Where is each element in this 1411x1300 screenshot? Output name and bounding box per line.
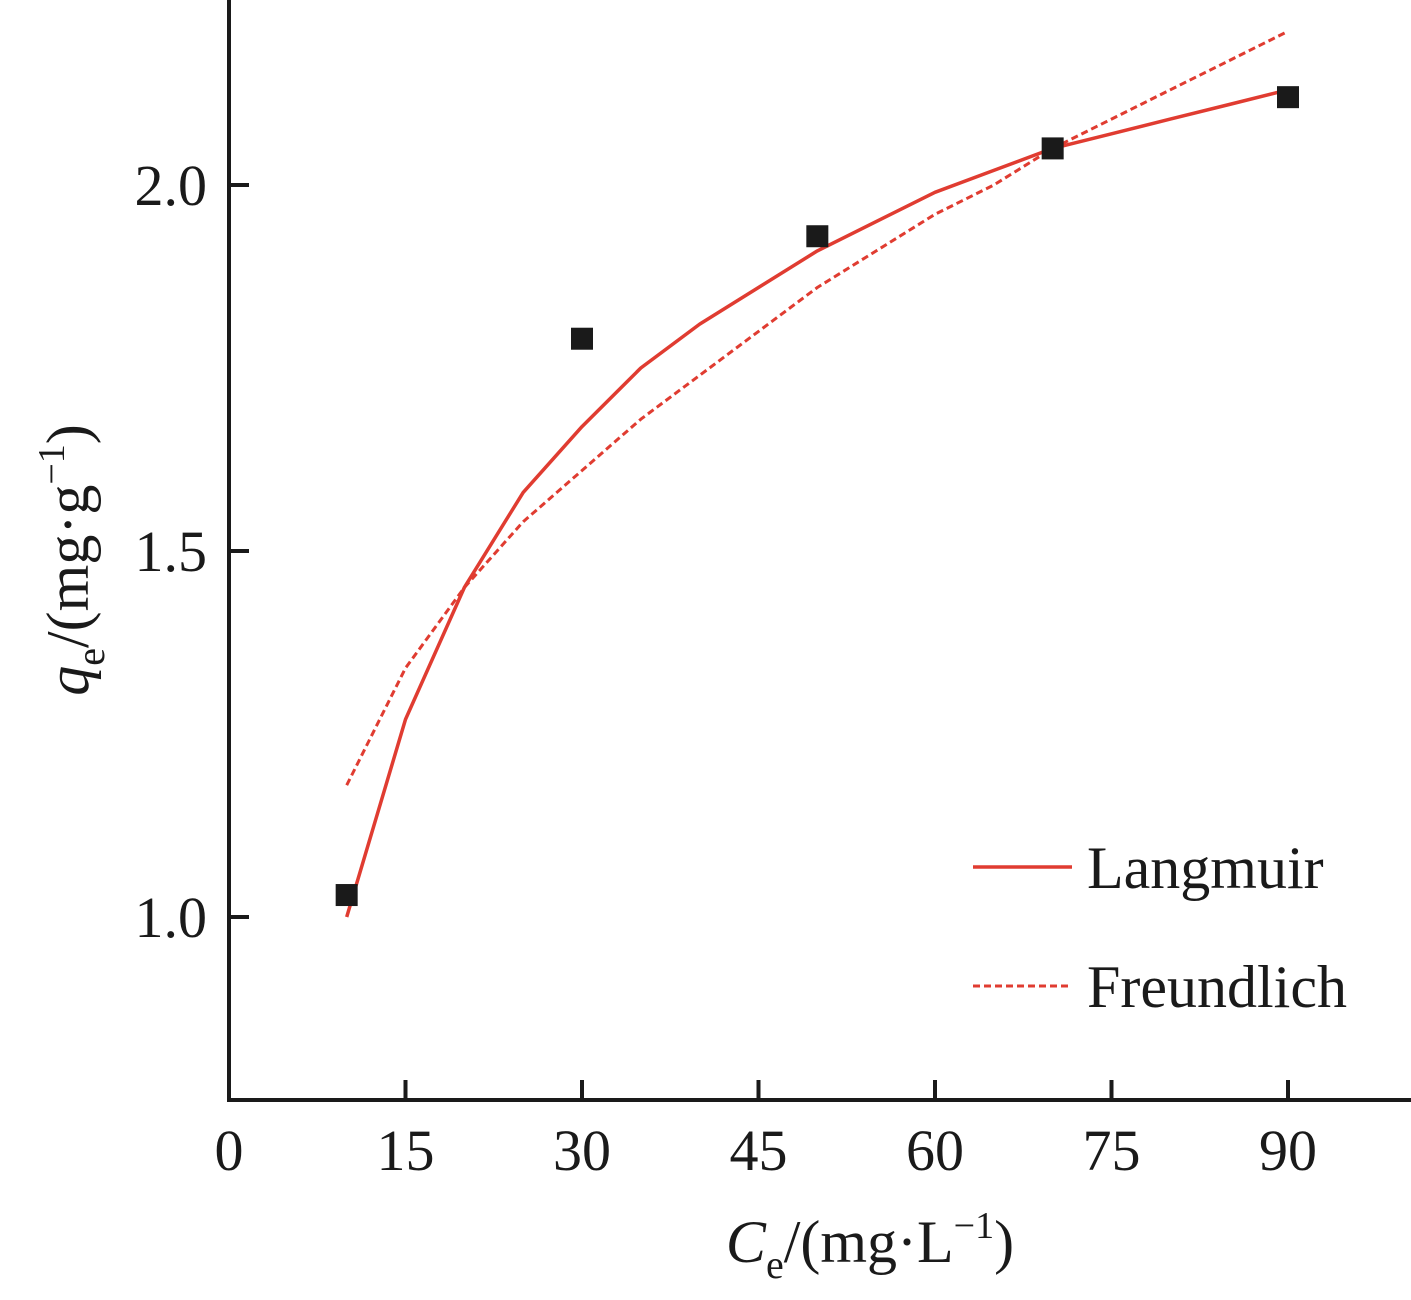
x-tick-label: 0 — [215, 1118, 244, 1183]
x-axis-label: Ce/(mg·L−1) — [726, 1205, 1014, 1287]
y-tick-label: 2.0 — [135, 153, 208, 218]
x-tick-label: 90 — [1259, 1118, 1317, 1183]
series-line-langmuir — [345, 88, 1289, 918]
x-tick-label: 60 — [906, 1118, 964, 1183]
data-point — [1277, 86, 1299, 109]
legend-label-langmuir: Langmuir — [1087, 835, 1324, 901]
axes — [227, 0, 1411, 1102]
legend-label-freundlich: Freundlich — [1087, 954, 1347, 1020]
x-tick-label: 75 — [1083, 1118, 1141, 1183]
y-tick-label: 1.0 — [135, 885, 208, 950]
x-tick-label: 15 — [377, 1118, 435, 1183]
data-point — [335, 884, 358, 907]
legend: Langmuir Freundlich — [973, 835, 1347, 1020]
data-point — [1041, 137, 1064, 160]
y-axis-label: qe/(mg·g−1) — [31, 424, 113, 696]
x-tick-label: 30 — [553, 1118, 611, 1183]
x-tick-label: 45 — [730, 1118, 788, 1183]
data-point — [571, 327, 593, 350]
data-point — [806, 225, 829, 248]
y-tick-label: 1.5 — [135, 519, 208, 584]
ticks: 0 15 30 45 60 75 90 1.0 1.5 2.0 — [135, 153, 1318, 1183]
series-layer — [335, 29, 1299, 918]
series-line-freundlich — [345, 29, 1289, 786]
